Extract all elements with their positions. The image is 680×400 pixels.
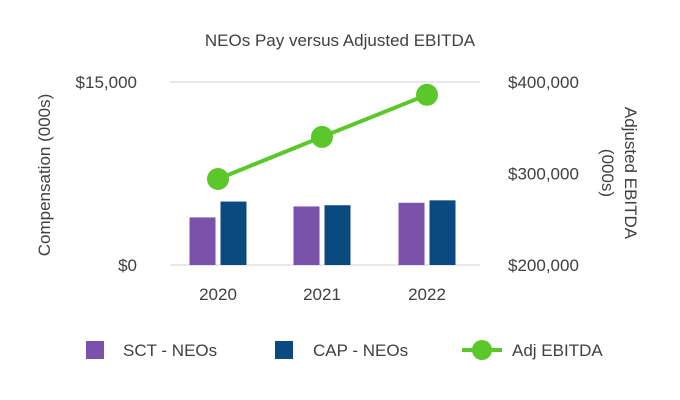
legend-label-sct-neos: SCT - NEOs xyxy=(123,341,217,360)
adj-ebitda-point-2020 xyxy=(207,167,229,190)
bar-sct-neos-2020 xyxy=(189,217,216,265)
bar-cap-neos-2022 xyxy=(429,200,456,265)
bar-sct-neos-2021 xyxy=(293,206,320,265)
legend-label-adj-ebitda: Adj EBITDA xyxy=(512,341,603,360)
adj-ebitda-point-2021 xyxy=(311,125,333,148)
legend-swatch-sct-neos xyxy=(86,341,104,359)
y2-tick-label: $300,000 xyxy=(508,165,579,184)
bar-sct-neos-2022 xyxy=(398,202,425,265)
x-tick-label-2020: 2020 xyxy=(199,285,237,304)
y2-axis-label-line-2: (000s) xyxy=(598,149,617,197)
bar-cap-neos-2020 xyxy=(220,201,247,265)
legend-marker-adj-ebitda xyxy=(472,340,492,360)
y-tick-label: $0 xyxy=(118,256,137,275)
chart-title: NEOs Pay versus Adjusted EBITDA xyxy=(205,31,476,50)
y2-tick-label: $400,000 xyxy=(508,73,579,92)
y-tick-label: $15,000 xyxy=(76,73,137,92)
y2-tick-label: $200,000 xyxy=(508,256,579,275)
legend-label-cap-neos: CAP - NEOs xyxy=(313,341,408,360)
y2-axis-label-line-1: Adjusted EBITDA xyxy=(621,107,640,240)
y-axis-label: Compensation (000s) xyxy=(35,94,54,257)
x-tick-label-2022: 2022 xyxy=(408,285,446,304)
legend-swatch-cap-neos xyxy=(275,341,293,359)
bar-cap-neos-2021 xyxy=(324,205,351,265)
x-tick-label-2021: 2021 xyxy=(303,285,341,304)
adj-ebitda-point-2022 xyxy=(416,83,438,106)
